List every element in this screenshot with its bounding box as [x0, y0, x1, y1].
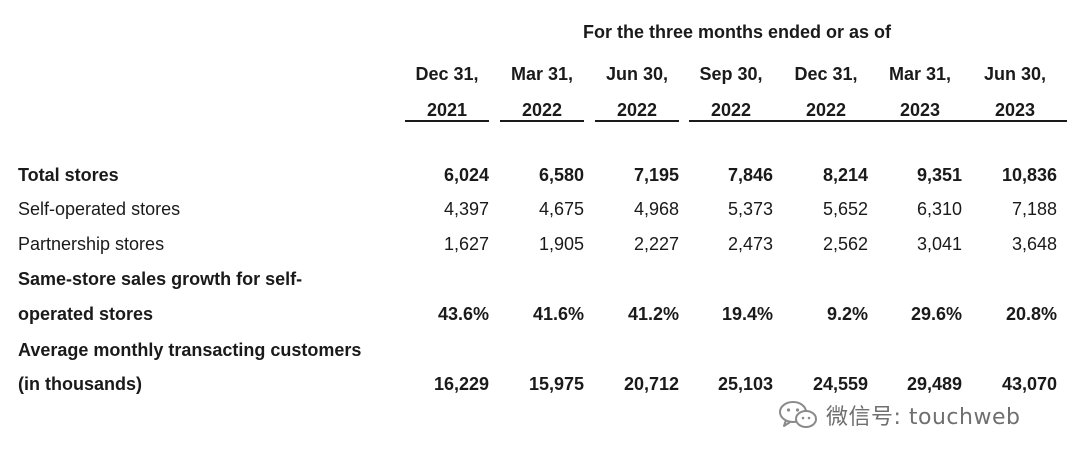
header-rule-2021	[405, 120, 489, 122]
table-cell: 43.6%	[437, 304, 489, 324]
wechat-watermark: 微信号: touchweb	[778, 398, 1020, 432]
table-cell: 20,712	[623, 374, 679, 394]
table-cell: 29.6%	[910, 304, 962, 324]
column-header-date: Jun 30,	[605, 64, 669, 84]
table-cell: 1,905	[538, 234, 584, 254]
table-cell: 43,070	[1001, 374, 1057, 394]
table-cell: 3,041	[916, 234, 962, 254]
column-header-date: Mar 31,	[888, 64, 952, 84]
column-header-year: 2023	[899, 100, 941, 120]
header-rule-jun-2022	[595, 120, 679, 122]
column-header-year: 2023	[994, 100, 1036, 120]
column-header-jun-2022: Jun 30, 2022	[594, 56, 680, 128]
row-label-average-monthly-customers: Average monthly transacting customers	[18, 340, 362, 360]
column-header-dec-2021: Dec 31, 2021	[404, 56, 490, 128]
column-header-date: Mar 31,	[510, 64, 574, 84]
column-header-year: 2022	[710, 100, 752, 120]
column-header-jun-2023: Jun 30, 2023	[972, 56, 1058, 128]
header-rule-mar-2022	[500, 120, 584, 122]
table-cell: 6,580	[538, 165, 584, 185]
column-header-date: Jun 30,	[983, 64, 1047, 84]
row-label-average-monthly-customers-line2: (in thousands)	[18, 374, 142, 394]
table-cell: 29,489	[906, 374, 962, 394]
watermark-text: 微信号: touchweb	[826, 405, 1021, 430]
table-cell: 10,836	[1001, 165, 1057, 185]
table-cell: 2,227	[633, 234, 679, 254]
table-cell: 19.4%	[721, 304, 773, 324]
column-header-dec-2022: Dec 31, 2022	[783, 56, 869, 128]
column-header-date: Dec 31,	[794, 64, 858, 84]
table-cell: 3,648	[1011, 234, 1057, 254]
table-cell: 7,195	[633, 165, 679, 185]
table-cell: 9.2%	[826, 304, 868, 324]
column-header-year: 2021	[426, 100, 468, 120]
table-cell: 4,675	[538, 199, 584, 219]
table-cell: 15,975	[528, 374, 584, 394]
column-header-date: Sep 30,	[699, 64, 763, 84]
header-rule-sep-2022-to-jun-2023	[689, 120, 1067, 122]
table-cell: 5,373	[727, 199, 773, 219]
table-cell: 1,627	[443, 234, 489, 254]
wechat-icon	[778, 400, 818, 430]
table-cell: 41.2%	[627, 304, 679, 324]
table-cell: 16,229	[433, 374, 489, 394]
table-cell: 25,103	[717, 374, 773, 394]
column-header-date: Dec 31,	[415, 64, 479, 84]
column-header-year: 2022	[521, 100, 563, 120]
table-cell: 9,351	[916, 165, 962, 185]
table-cell: 6,310	[916, 199, 962, 219]
table-cell: 4,968	[633, 199, 679, 219]
table-cell: 7,846	[727, 165, 773, 185]
table-cell: 6,024	[443, 165, 489, 185]
column-header-sep-2022: Sep 30, 2022	[688, 56, 774, 128]
table-cell: 2,562	[822, 234, 868, 254]
row-label-same-store-sales-growth-line2: operated stores	[18, 304, 154, 324]
column-header-year: 2022	[616, 100, 658, 120]
period-super-header: For the three months ended or as of	[582, 22, 892, 42]
table-cell: 41.6%	[532, 304, 584, 324]
column-header-mar-2022: Mar 31, 2022	[499, 56, 585, 128]
table-cell: 7,188	[1011, 199, 1057, 219]
row-label-same-store-sales-growth: Same-store sales growth for self-	[18, 269, 303, 289]
table-cell: 20.8%	[1005, 304, 1057, 324]
table-cell: 2,473	[727, 234, 773, 254]
table-cell: 24,559	[812, 374, 868, 394]
table-cell: 8,214	[822, 165, 868, 185]
row-label-total-stores: Total stores	[18, 165, 119, 185]
table-cell: 4,397	[443, 199, 489, 219]
column-header-mar-2023: Mar 31, 2023	[877, 56, 963, 128]
row-label-self-operated-stores: Self-operated stores	[18, 199, 181, 219]
row-label-partnership-stores: Partnership stores	[18, 234, 165, 254]
table-cell: 5,652	[822, 199, 868, 219]
column-header-year: 2022	[805, 100, 847, 120]
